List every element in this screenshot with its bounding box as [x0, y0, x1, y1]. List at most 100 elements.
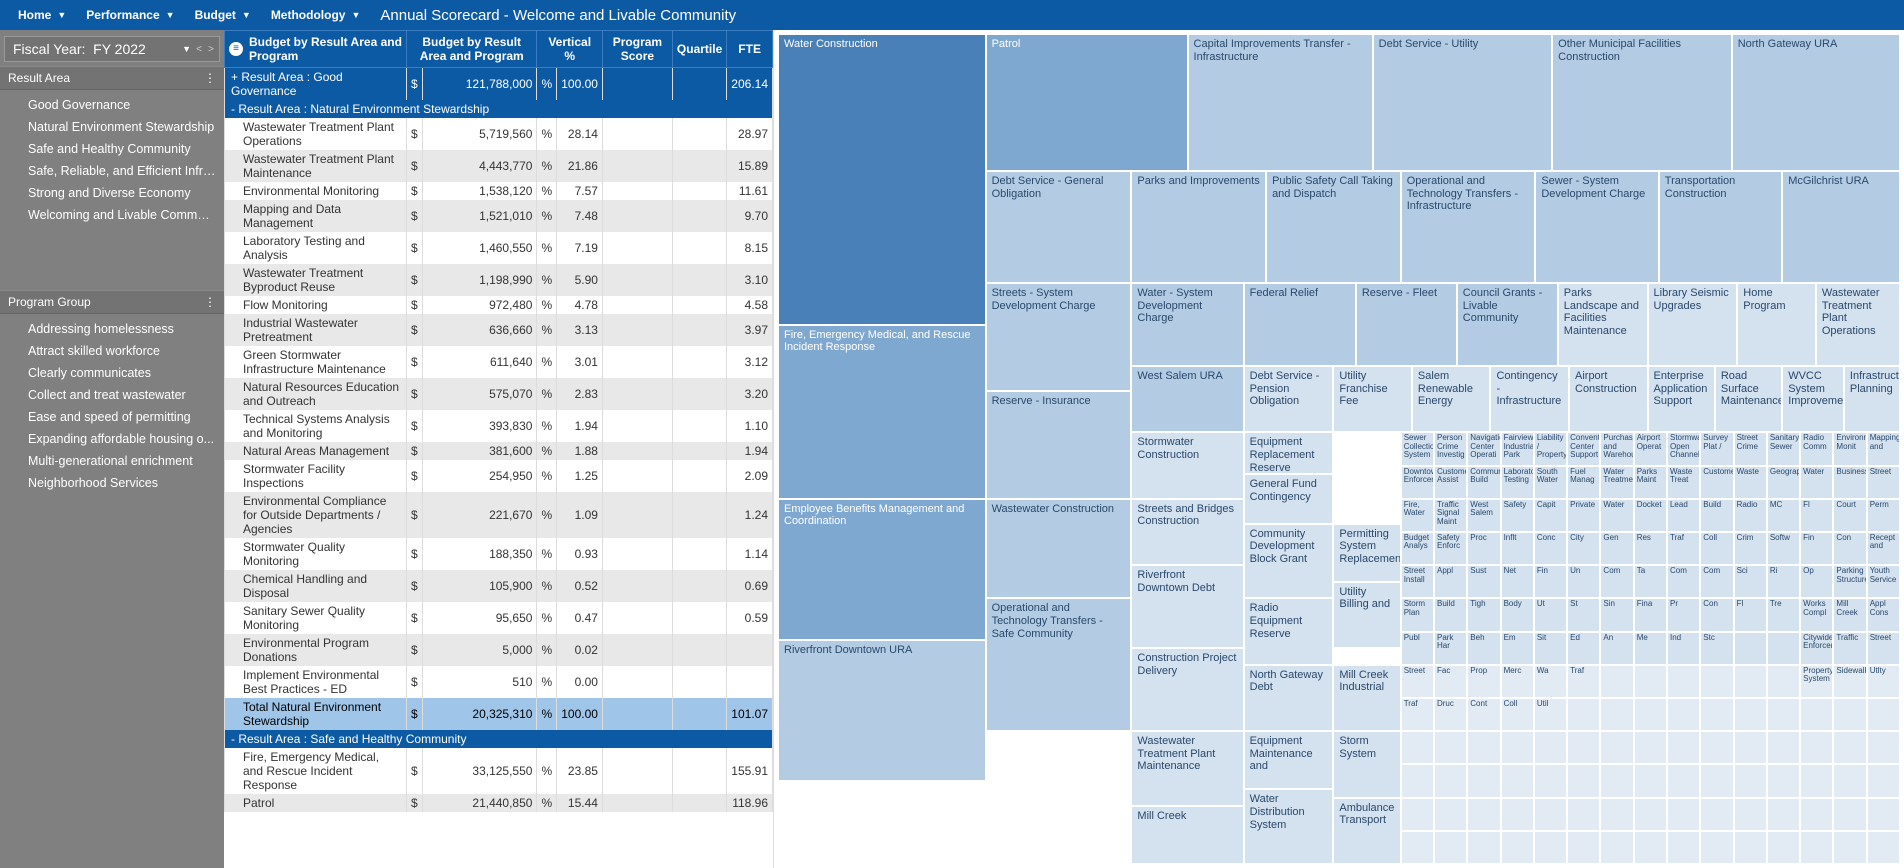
treemap-cell[interactable]: Build	[1434, 598, 1467, 631]
treemap-cell[interactable]: Fl	[1734, 598, 1767, 631]
treemap-cell[interactable]: Storm Plan	[1401, 598, 1434, 631]
treemap-cell[interactable]: Build	[1700, 499, 1733, 532]
treemap-cell[interactable]	[1667, 698, 1700, 731]
treemap-cell[interactable]: Riverfront Downtown Debt	[1131, 565, 1243, 648]
table-row[interactable]: Wastewater Treatment Plant Maintenance$4…	[225, 150, 773, 182]
treemap-cell[interactable]	[1667, 798, 1700, 831]
treemap-cell[interactable]	[1567, 764, 1600, 797]
table-row[interactable]: - Result Area : Natural Environment Stew…	[225, 100, 773, 118]
treemap-cell[interactable]	[1767, 698, 1800, 731]
sidebar-item[interactable]: Safe, Reliable, and Efficient Infrast...	[0, 160, 224, 182]
treemap-cell[interactable]: Con	[1833, 532, 1866, 565]
treemap-cell[interactable]	[1700, 798, 1733, 831]
treemap-cell[interactable]: MC	[1767, 499, 1800, 532]
treemap-cell[interactable]: Court	[1833, 499, 1866, 532]
treemap-cell[interactable]	[1734, 698, 1767, 731]
treemap-cell[interactable]	[1600, 665, 1633, 698]
treemap-cell[interactable]: Traf	[1667, 532, 1700, 565]
treemap-cell[interactable]: Fin	[1534, 565, 1567, 598]
table-row[interactable]: Stormwater Facility Inspections$254,950%…	[225, 460, 773, 492]
treemap-cell[interactable]: Street	[1401, 665, 1434, 698]
treemap-cell[interactable]	[1667, 831, 1700, 864]
treemap-cell[interactable]: Fina	[1634, 598, 1667, 631]
treemap-cell[interactable]	[1700, 698, 1733, 731]
treemap-cell[interactable]: Pr	[1667, 598, 1700, 631]
table-row[interactable]: Sanitary Sewer Quality Monitoring$95,650…	[225, 602, 773, 634]
treemap-cell[interactable]	[1467, 731, 1500, 764]
treemap-cell[interactable]	[1667, 731, 1700, 764]
treemap-cell[interactable]: Reserve - Fleet	[1356, 283, 1457, 366]
treemap-cell[interactable]	[1833, 764, 1866, 797]
treemap-cell[interactable]: Storm System	[1333, 731, 1400, 797]
treemap-cell[interactable]	[1833, 731, 1866, 764]
treemap-cell[interactable]	[1534, 798, 1567, 831]
treemap-cell[interactable]: Budget Analys	[1401, 532, 1434, 565]
treemap-cell[interactable]: Sust	[1467, 565, 1500, 598]
col-header-fte[interactable]: FTE	[727, 31, 773, 68]
treemap-cell[interactable]: Traffic Signal Maint	[1434, 499, 1467, 532]
treemap-cell[interactable]: Net	[1501, 565, 1534, 598]
treemap-cell[interactable]: Geographic	[1767, 466, 1800, 499]
treemap-cell[interactable]	[1634, 665, 1667, 698]
treemap-cell[interactable]: Stc	[1700, 632, 1733, 665]
treemap-cell[interactable]: West Salem	[1467, 499, 1500, 532]
treemap-cell[interactable]: Ut	[1534, 598, 1567, 631]
treemap-cell[interactable]	[1600, 831, 1633, 864]
treemap-cell[interactable]: Equipment Maintenance and	[1244, 731, 1334, 789]
treemap-cell[interactable]	[1567, 698, 1600, 731]
treemap-cell[interactable]: South Water	[1534, 466, 1567, 499]
table-row[interactable]: Environmental Monitoring$1,538,120%7.571…	[225, 182, 773, 200]
treemap-cell[interactable]: Sci	[1734, 565, 1767, 598]
col-header-score[interactable]: Program Score	[602, 31, 672, 68]
sidebar-item[interactable]: Strong and Diverse Economy	[0, 182, 224, 204]
treemap-cell[interactable]: Mill Creek	[1833, 598, 1866, 631]
sidebar-item[interactable]: Good Governance	[0, 94, 224, 116]
treemap-cell[interactable]: Road Surface Maintenance	[1715, 366, 1782, 432]
treemap-cell[interactable]: Crim	[1734, 532, 1767, 565]
treemap-cell[interactable]: Water - System Development Charge	[1131, 283, 1243, 366]
treemap-cell[interactable]	[1700, 665, 1733, 698]
treemap-cell[interactable]: Fac	[1434, 665, 1467, 698]
table-row[interactable]: Technical Systems Analysis and Monitorin…	[225, 410, 773, 442]
treemap-cell[interactable]	[1734, 798, 1767, 831]
treemap-cell[interactable]	[1767, 764, 1800, 797]
treemap-cell[interactable]: Operational and Technology Transfers - I…	[1401, 171, 1536, 283]
treemap-cell[interactable]	[1867, 731, 1900, 764]
treemap-cell[interactable]: Op	[1800, 565, 1833, 598]
sidebar-item[interactable]: Welcoming and Livable Community	[0, 204, 224, 226]
treemap-cell[interactable]: Safety Enforc	[1434, 532, 1467, 565]
table-row[interactable]: Wastewater Treatment Plant Operations$5,…	[225, 118, 773, 150]
treemap-cell[interactable]	[1401, 831, 1434, 864]
treemap-cell[interactable]: Cont	[1467, 698, 1500, 731]
treemap-cell[interactable]: Water	[1800, 466, 1833, 499]
treemap-cell[interactable]: St	[1567, 598, 1600, 631]
treemap-cell[interactable]: Prop	[1467, 665, 1500, 698]
treemap-cell[interactable]	[1667, 764, 1700, 797]
treemap-cell[interactable]: Sewer Collection System	[1401, 432, 1434, 465]
treemap-cell[interactable]: Private	[1567, 499, 1600, 532]
treemap-cell[interactable]	[1434, 764, 1467, 797]
treemap-cell[interactable]: Parks and Improvements	[1131, 171, 1266, 283]
table-row[interactable]: - Result Area : Safe and Healthy Communi…	[225, 730, 773, 748]
treemap-cell[interactable]: Street	[1867, 632, 1900, 665]
treemap-cell[interactable]: Com	[1667, 565, 1700, 598]
treemap-cell[interactable]	[1767, 731, 1800, 764]
treemap-cell[interactable]	[1634, 698, 1667, 731]
treemap-cell[interactable]: Beh	[1467, 632, 1500, 665]
table-row[interactable]: Mapping and Data Management$1,521,010%7.…	[225, 200, 773, 232]
treemap-cell[interactable]: Perm	[1867, 499, 1900, 532]
treemap-cell[interactable]	[1634, 798, 1667, 831]
treemap-cell[interactable]: Survey Plat /	[1700, 432, 1733, 465]
treemap-cell[interactable]: Convention Center Support	[1567, 432, 1600, 465]
table-row[interactable]: Green Stormwater Infrastructure Maintena…	[225, 346, 773, 378]
treemap-cell[interactable]: Water Distribution System	[1244, 789, 1334, 864]
treemap-cell[interactable]: Permitting System Replacement	[1333, 524, 1400, 582]
treemap-cell[interactable]: Docket	[1634, 499, 1667, 532]
treemap-cell[interactable]: Business	[1833, 466, 1866, 499]
treemap-cell[interactable]	[1534, 831, 1567, 864]
treemap-cell[interactable]: Mill Creek	[1131, 806, 1243, 864]
nav-performance[interactable]: Performance▼	[76, 8, 184, 22]
treemap-cell[interactable]	[1467, 764, 1500, 797]
treemap-cell[interactable]	[1634, 764, 1667, 797]
treemap-cell[interactable]: Com	[1700, 565, 1733, 598]
